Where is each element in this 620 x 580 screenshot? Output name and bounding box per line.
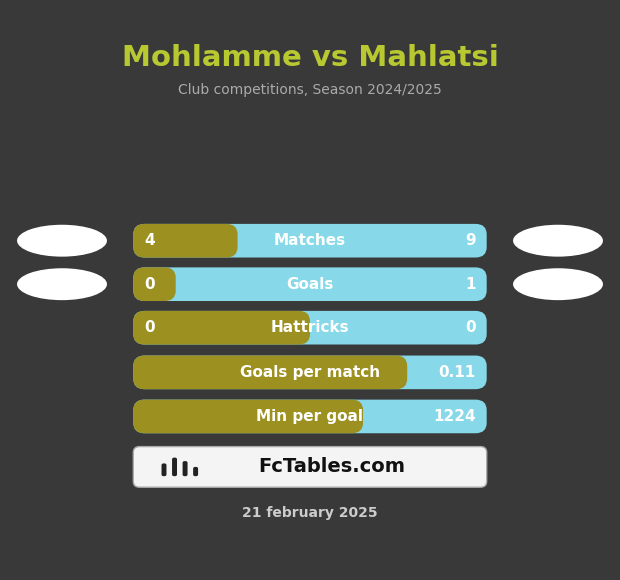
FancyBboxPatch shape <box>172 458 177 476</box>
FancyBboxPatch shape <box>193 467 198 476</box>
Ellipse shape <box>513 268 603 300</box>
FancyBboxPatch shape <box>133 267 175 301</box>
Text: Goals: Goals <box>286 277 334 292</box>
Text: Hattricks: Hattricks <box>271 320 349 335</box>
FancyBboxPatch shape <box>133 311 310 345</box>
Text: 0: 0 <box>144 277 155 292</box>
Text: 1: 1 <box>465 277 476 292</box>
Text: 0: 0 <box>144 320 155 335</box>
FancyBboxPatch shape <box>133 400 363 433</box>
FancyBboxPatch shape <box>133 356 407 389</box>
FancyBboxPatch shape <box>133 400 487 433</box>
Text: Goals per match: Goals per match <box>240 365 380 380</box>
FancyBboxPatch shape <box>182 461 187 476</box>
FancyBboxPatch shape <box>133 447 487 487</box>
Text: Club competitions, Season 2024/2025: Club competitions, Season 2024/2025 <box>178 83 442 97</box>
Text: 9: 9 <box>465 233 476 248</box>
Text: Min per goal: Min per goal <box>257 409 363 424</box>
Text: Matches: Matches <box>274 233 346 248</box>
FancyBboxPatch shape <box>133 311 487 345</box>
Ellipse shape <box>17 268 107 300</box>
Text: Mohlamme vs Mahlatsi: Mohlamme vs Mahlatsi <box>122 44 498 72</box>
FancyBboxPatch shape <box>133 224 487 258</box>
FancyBboxPatch shape <box>161 463 166 476</box>
Text: 21 february 2025: 21 february 2025 <box>242 506 378 520</box>
Text: 1224: 1224 <box>433 409 476 424</box>
FancyBboxPatch shape <box>133 267 487 301</box>
Text: FcTables.com: FcTables.com <box>258 458 405 476</box>
Ellipse shape <box>17 225 107 257</box>
Ellipse shape <box>513 225 603 257</box>
FancyBboxPatch shape <box>133 356 487 389</box>
Text: 0: 0 <box>465 320 476 335</box>
FancyBboxPatch shape <box>133 224 237 258</box>
Text: 4: 4 <box>144 233 155 248</box>
Text: 0.11: 0.11 <box>438 365 476 380</box>
